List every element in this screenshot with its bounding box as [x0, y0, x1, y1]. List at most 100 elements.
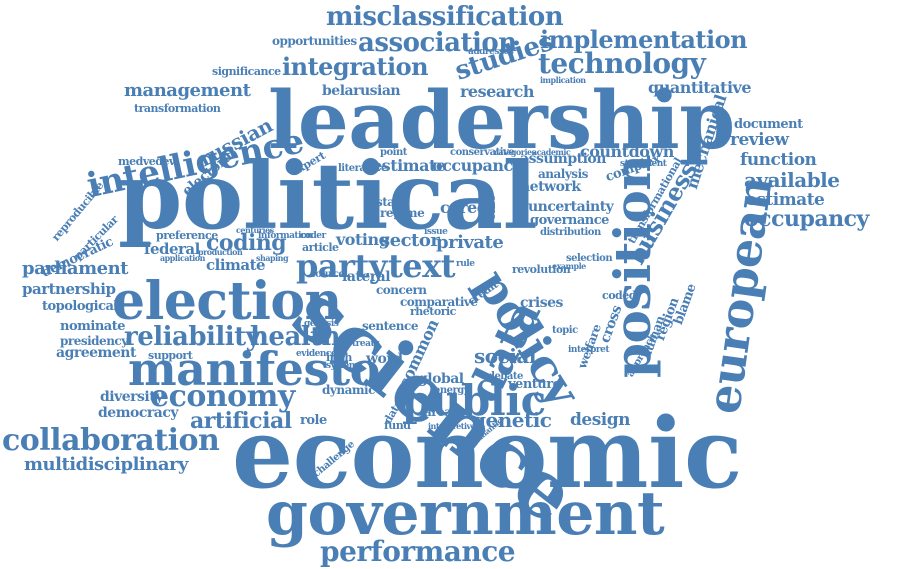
- word-countdown: available: [744, 168, 840, 192]
- word-irish: sentence: [362, 319, 418, 333]
- word-debate: debate: [488, 371, 523, 382]
- word-assumption: function: [740, 150, 817, 170]
- word-more: regime: [380, 206, 425, 220]
- word-leadership: leadership: [268, 73, 735, 167]
- word-performance: performance: [320, 535, 516, 568]
- word-result: state: [376, 195, 407, 209]
- word-career: assumption: [520, 151, 606, 167]
- word-private: network: [520, 179, 581, 195]
- word-concern: countdown: [580, 142, 674, 161]
- word-production: production: [198, 247, 243, 257]
- word-venture: fund: [384, 419, 411, 432]
- word-economy: economy: [150, 379, 295, 414]
- word-centuries: centuries: [236, 225, 274, 235]
- word-topic: topic: [552, 325, 578, 336]
- word-conservative-label: document: [734, 117, 803, 132]
- word-presidency: presidency: [60, 334, 128, 348]
- word-technology: technology: [538, 47, 706, 80]
- word-processes: role: [300, 413, 327, 428]
- word-crowd: word: [366, 351, 403, 367]
- word-time: comparative: [400, 295, 478, 309]
- word-academic: academic: [532, 147, 571, 157]
- word-agreement: agreement: [56, 345, 136, 361]
- word-addresses: point: [380, 147, 407, 158]
- word-significance: significance: [212, 65, 281, 78]
- word-area: crises: [520, 295, 563, 311]
- word-collaboration: collaboration: [2, 423, 220, 458]
- word-information: information: [258, 231, 313, 241]
- word-coding: coding: [206, 230, 287, 256]
- word-implementation: implementation: [540, 25, 748, 54]
- word-series: governance: [530, 213, 609, 228]
- word-reliability: reliability: [124, 322, 261, 352]
- word-categories: categories: [494, 147, 536, 157]
- word-source: source: [310, 269, 345, 280]
- word-fund: rhetoric: [410, 305, 456, 318]
- word-elite: revolution: [512, 263, 571, 276]
- word-election: election: [112, 271, 342, 332]
- word-manifesto: manifesto: [128, 342, 380, 396]
- word-evidence: evidence: [296, 349, 337, 359]
- word-genesis: genesis: [304, 319, 339, 329]
- word-shaping: shaping: [256, 253, 289, 263]
- word-text: text: [388, 247, 456, 285]
- word-coder: coder: [300, 231, 326, 241]
- word-democracy: democracy: [98, 405, 178, 421]
- word-transformation: transformation: [134, 102, 221, 115]
- word-blame: coded: [602, 289, 636, 302]
- word-public: public: [402, 376, 546, 425]
- word-party: party: [296, 247, 387, 285]
- word-preference: preference: [156, 229, 218, 242]
- word-interpret: interpret: [568, 345, 610, 355]
- word-article: article: [302, 241, 339, 254]
- word-welfare: area: [424, 405, 452, 419]
- word-example: example: [552, 261, 586, 271]
- word-association: association: [358, 28, 517, 58]
- word-government: government: [266, 479, 665, 549]
- word-issue: issue: [424, 227, 448, 237]
- word-voting: occupancy: [432, 156, 522, 175]
- word-treaty: treaty: [352, 339, 379, 349]
- word-genetic: genetic: [472, 408, 552, 432]
- word-application: application: [160, 253, 205, 263]
- word-dynamic: conservative: [450, 147, 515, 158]
- word-proc: private: [436, 232, 504, 253]
- word-health: health: [250, 322, 341, 352]
- word-system: system: [326, 361, 358, 371]
- word-parliament: parliament: [22, 258, 128, 279]
- word-social: social: [474, 344, 536, 368]
- word-russia: irish: [326, 351, 352, 364]
- word-credit: selection: [566, 253, 613, 264]
- word-integration: integration: [282, 52, 429, 81]
- word-state: analysis: [538, 167, 588, 181]
- word-word: uncertainty: [528, 199, 614, 215]
- word-diversity: diversity: [100, 389, 163, 405]
- word-economic: economic: [232, 397, 742, 510]
- word-medvedev: medvedev: [118, 155, 175, 168]
- word-sentence: support: [148, 349, 193, 362]
- word-design: design: [570, 410, 630, 430]
- word-partnership: partnership: [22, 280, 116, 298]
- word-implication: addresses: [468, 47, 514, 57]
- word-quantitative: quantitative: [648, 78, 752, 97]
- word-crises: distribution: [540, 227, 601, 238]
- word-energy: energy: [434, 385, 470, 396]
- word-belarusian: belarusian: [322, 83, 401, 99]
- word-artificial: artificial: [190, 408, 292, 434]
- word-estimate-display: estimate: [746, 190, 825, 210]
- word-lateral: estimate: [372, 156, 446, 175]
- word-opportunities: opportunities: [272, 34, 357, 48]
- word-climate: climate: [206, 256, 266, 274]
- word-coded: global: [418, 371, 464, 387]
- word-research: research: [460, 82, 534, 101]
- word-occupancy-out: occupancy: [744, 206, 869, 232]
- word-scale: voting: [336, 230, 390, 249]
- word-political: political: [118, 142, 538, 250]
- word-topological: topological: [42, 299, 118, 314]
- word-twin: concern: [376, 283, 427, 297]
- word-rule: rule: [456, 259, 475, 269]
- word-statement: statement: [620, 159, 667, 169]
- word-role: career: [440, 198, 495, 217]
- word-multidisciplinary: multidisciplinary: [24, 454, 188, 475]
